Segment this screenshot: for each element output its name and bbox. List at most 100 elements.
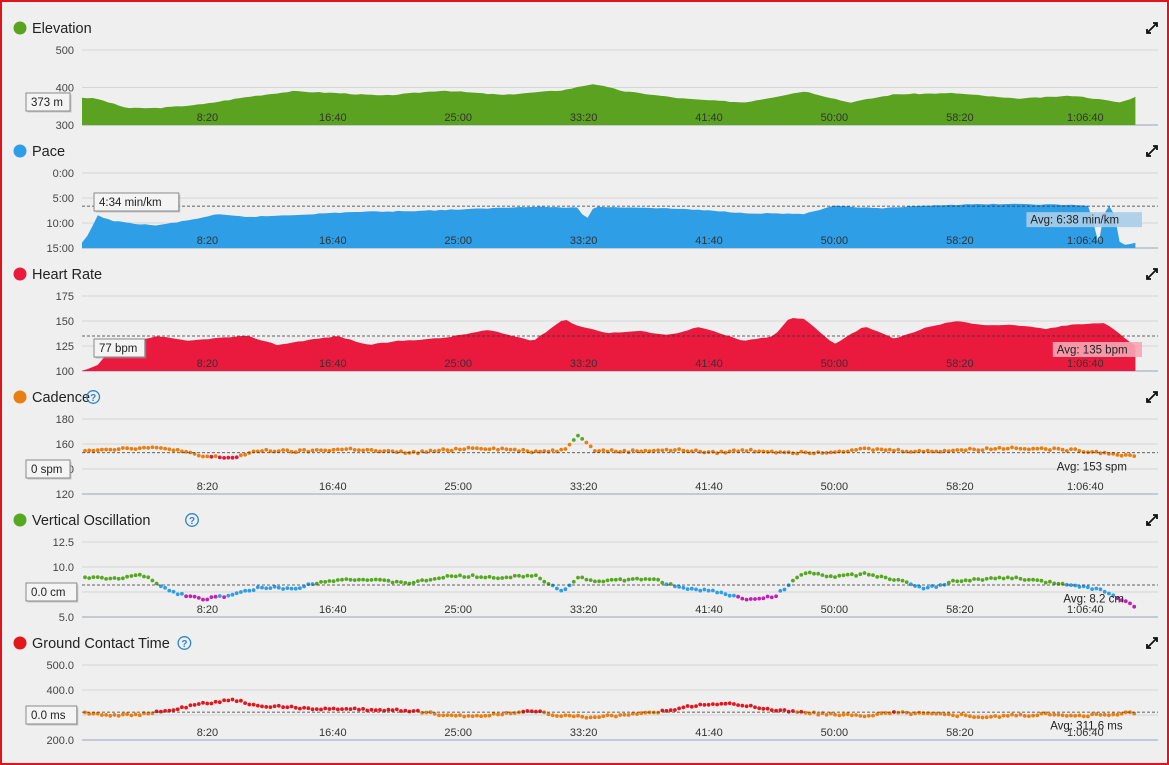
cursor-value-label[interactable]: 77 bpm: [93, 338, 147, 359]
data-point: [626, 450, 631, 455]
data-point: [1111, 712, 1116, 717]
data-point: [538, 709, 542, 714]
expand-icon[interactable]: [1146, 22, 1158, 34]
data-point: [521, 447, 526, 452]
cursor-value-label[interactable]: 0.0 cm: [25, 582, 79, 603]
data-point: [685, 587, 690, 591]
data-point: [656, 710, 660, 715]
data-point: [234, 591, 239, 596]
help-icon[interactable]: ?: [177, 636, 192, 650]
data-point: [525, 449, 530, 454]
data-point: [694, 704, 698, 708]
data-point: [378, 577, 382, 582]
data-point: [121, 576, 125, 581]
y-tick-label: 15:00: [46, 243, 74, 255]
data-point: [1039, 578, 1044, 583]
data-point: [310, 582, 315, 586]
data-point: [896, 710, 901, 715]
x-tick-label: 58:20: [946, 358, 974, 370]
data-point: [782, 708, 787, 712]
data-point: [550, 448, 555, 452]
data-point: [593, 715, 597, 720]
data-point: [133, 712, 138, 717]
cursor-label-box: [93, 338, 146, 358]
data-point: [816, 571, 821, 576]
data-point: [352, 706, 357, 711]
data-point: [1069, 447, 1073, 451]
data-point: [302, 584, 306, 589]
cursor-value-label[interactable]: 4:34 min/km: [93, 192, 181, 213]
cursor-value-label[interactable]: 0.0 ms: [25, 705, 79, 726]
data-point: [647, 449, 652, 454]
x-tick-label: 41:40: [695, 112, 723, 124]
data-point: [167, 588, 172, 593]
data-point: [841, 573, 846, 578]
data-point: [319, 580, 323, 584]
x-tick-label: 25:00: [444, 235, 472, 247]
data-point: [879, 447, 884, 452]
data-point: [622, 578, 627, 583]
data-point: [660, 580, 665, 585]
data-point: [774, 450, 778, 455]
data-point: [91, 711, 96, 716]
area-series: [82, 318, 1136, 371]
cursor-value-label[interactable]: 0 spm: [25, 459, 72, 480]
data-point: [677, 585, 681, 589]
data-point: [769, 449, 774, 454]
data-point: [1119, 598, 1124, 603]
data-point: [500, 446, 505, 451]
data-point: [1098, 587, 1103, 592]
data-point: [1048, 579, 1052, 584]
expand-icon[interactable]: [1146, 145, 1158, 157]
data-point: [1022, 447, 1027, 451]
cursor-label-text: 0 spm: [31, 464, 62, 476]
data-point: [116, 576, 121, 581]
data-point: [946, 712, 951, 717]
data-point: [580, 437, 585, 441]
y-tick-label: 0:00: [53, 168, 74, 180]
data-point: [1123, 599, 1128, 604]
data-point: [239, 453, 243, 458]
help-icon[interactable]: ?: [86, 390, 101, 404]
data-point: [1086, 585, 1090, 590]
data-point: [875, 712, 880, 716]
data-point: [1064, 714, 1069, 718]
data-point: [196, 596, 201, 600]
data-point: [925, 448, 930, 453]
expand-icon[interactable]: [1146, 637, 1158, 649]
data-point: [980, 578, 985, 582]
data-point: [850, 713, 854, 718]
expand-icon[interactable]: [1146, 391, 1158, 403]
data-point: [466, 575, 471, 579]
data-point: [702, 703, 707, 707]
data-point: [997, 715, 1002, 719]
expand-icon[interactable]: [1146, 268, 1158, 280]
data-point: [824, 451, 829, 455]
y-tick-label: 5:00: [53, 193, 74, 205]
data-point: [95, 711, 100, 716]
data-point: [673, 448, 677, 452]
data-point: [133, 447, 138, 451]
data-point: [892, 448, 896, 453]
panel-pace: Pace 0:00 5:00 10:00 15:00 Avg: 6:38 min/km 8:…: [13, 144, 1158, 255]
x-tick-label: 16:40: [319, 358, 347, 370]
y-tick-label: 10.0: [53, 562, 74, 574]
data-point: [209, 595, 214, 599]
cursor-value-label[interactable]: 373 m: [25, 92, 72, 113]
help-icon[interactable]: ?: [185, 513, 199, 527]
series-color-dot-icon: [13, 390, 27, 404]
data-point: [1018, 576, 1023, 581]
data-point: [217, 455, 222, 460]
data-point: [323, 706, 328, 711]
data-point: [458, 447, 462, 452]
data-point: [154, 445, 159, 450]
data-point: [841, 450, 846, 454]
data-point: [597, 449, 601, 453]
expand-icon[interactable]: [1146, 514, 1158, 526]
data-point: [866, 446, 871, 451]
data-point: [1077, 449, 1082, 453]
data-point: [504, 447, 509, 452]
data-point: [298, 586, 302, 590]
x-tick-label: 41:40: [695, 358, 723, 370]
help-icon-circle: [86, 390, 101, 404]
